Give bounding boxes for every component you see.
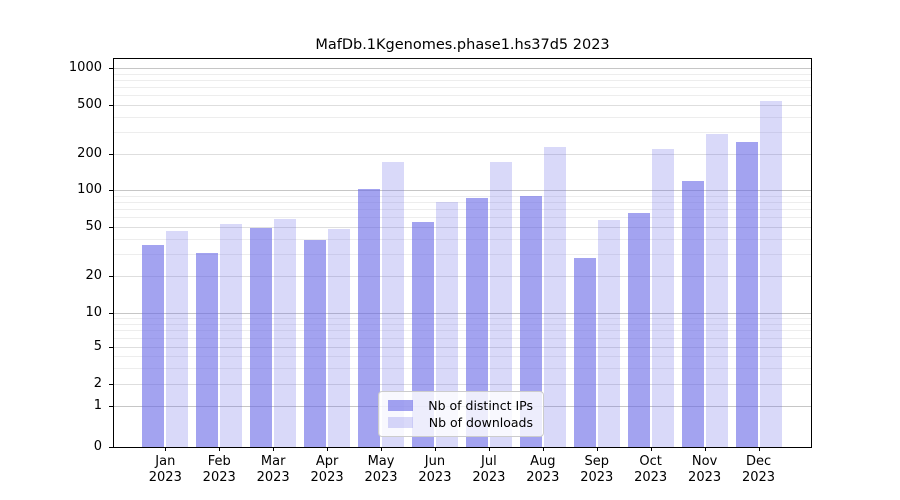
legend-item-distinct-ips: Nb of distinct IPs [388, 398, 533, 413]
x-tick-label-sep: Sep 2023 [580, 454, 614, 485]
x-axis-tick [758, 447, 760, 451]
y-tick-label-100: 100 [77, 182, 102, 197]
x-tick-label-mar: Mar 2023 [256, 454, 290, 485]
bar-downloads-sep [597, 220, 620, 447]
y-axis-tick [109, 154, 114, 155]
x-axis-tick [273, 447, 275, 451]
bar-distinct-ips-may [358, 189, 381, 447]
bar-downloads-oct [651, 148, 674, 447]
y-tick-label-1: 1 [93, 398, 102, 413]
legend: Nb of distinct IPs Nb of downloads [378, 391, 544, 437]
bar-downloads-may [382, 161, 405, 447]
gridline-minor [114, 116, 811, 118]
bar-downloads-mar [274, 219, 297, 447]
x-axis-tick [650, 447, 652, 451]
x-tick-label-aug: Aug 2023 [526, 454, 560, 485]
x-tick-label-nov: Nov 2023 [688, 454, 722, 485]
gridline-labeled [114, 105, 811, 106]
y-axis-tick [109, 227, 114, 228]
bar-distinct-ips-jun [411, 221, 434, 447]
x-tick-label-may: May 2023 [364, 454, 398, 485]
y-tick-label-1000: 1000 [68, 60, 102, 75]
x-axis-tick [219, 447, 221, 451]
gridline-minor [114, 79, 811, 81]
plot-area [113, 58, 812, 448]
gridline-minor [114, 95, 811, 97]
bar-distinct-ips-nov [681, 180, 704, 447]
x-tick-label-dec: Dec 2023 [741, 454, 776, 485]
x-axis-tick [327, 447, 329, 451]
x-tick-label-jul: Jul 2023 [472, 454, 506, 485]
bar-distinct-ips-jan [142, 244, 165, 447]
y-tick-label-10: 10 [85, 305, 102, 320]
x-axis-tick [488, 447, 490, 451]
y-tick-label-200: 200 [77, 146, 102, 161]
x-tick-label-jun: Jun 2023 [418, 454, 452, 485]
x-axis-tick [542, 447, 544, 451]
x-tick-label-feb: Feb 2023 [202, 454, 236, 485]
bar-distinct-ips-apr [304, 240, 327, 447]
bar-downloads-jun [435, 201, 458, 447]
x-tick-label-jan: Jan 2023 [148, 454, 182, 485]
y-axis-tick [109, 384, 114, 385]
gridline-major [114, 68, 811, 69]
y-axis-tick [109, 105, 114, 106]
x-tick-label-apr: Apr 2023 [310, 454, 344, 485]
x-tick-label-oct: Oct 2023 [634, 454, 668, 485]
y-axis-tick [109, 406, 114, 407]
bar-downloads-apr [328, 229, 351, 447]
legend-label-distinct-ips: Nb of distinct IPs [428, 398, 533, 413]
y-axis-tick [109, 68, 114, 69]
bar-downloads-feb [220, 223, 243, 447]
bar-distinct-ips-jul [465, 198, 488, 447]
gridline-minor [114, 73, 811, 75]
bar-distinct-ips-aug [519, 195, 542, 447]
y-axis-tick [109, 313, 114, 314]
bar-downloads-nov [705, 134, 728, 447]
bar-distinct-ips-feb [196, 252, 219, 447]
bar-distinct-ips-dec [735, 142, 758, 447]
chart-title: MafDb.1Kgenomes.phase1.hs37d5 2023 [315, 37, 610, 53]
y-axis-tick [109, 347, 114, 348]
bar-distinct-ips-sep [573, 258, 596, 447]
x-axis-tick [434, 447, 436, 451]
bar-distinct-ips-mar [250, 228, 273, 447]
y-tick-label-2: 2 [93, 376, 102, 391]
y-tick-label-20: 20 [85, 268, 102, 283]
x-axis-tick [596, 447, 598, 451]
y-axis-tick [109, 276, 114, 277]
y-tick-label-50: 50 [85, 219, 102, 234]
y-tick-label-0: 0 [93, 439, 102, 454]
x-axis-tick [381, 447, 383, 451]
y-axis-tick [109, 190, 114, 191]
bar-distinct-ips-oct [627, 212, 650, 447]
x-axis-tick [165, 447, 167, 451]
bar-downloads-dec [759, 101, 782, 447]
y-tick-label-500: 500 [77, 97, 102, 112]
bar-downloads-jul [489, 161, 512, 447]
legend-swatch-distinct-ips [388, 400, 413, 411]
legend-label-downloads: Nb of downloads [428, 415, 533, 430]
legend-swatch-downloads [388, 417, 413, 428]
bar-downloads-aug [543, 146, 566, 447]
y-tick-label-5: 5 [93, 339, 102, 354]
gridline-minor [114, 87, 811, 89]
x-axis-tick [704, 447, 706, 451]
bar-downloads-jan [166, 231, 189, 447]
y-axis-tick [109, 447, 114, 448]
legend-item-downloads: Nb of downloads [388, 415, 533, 430]
